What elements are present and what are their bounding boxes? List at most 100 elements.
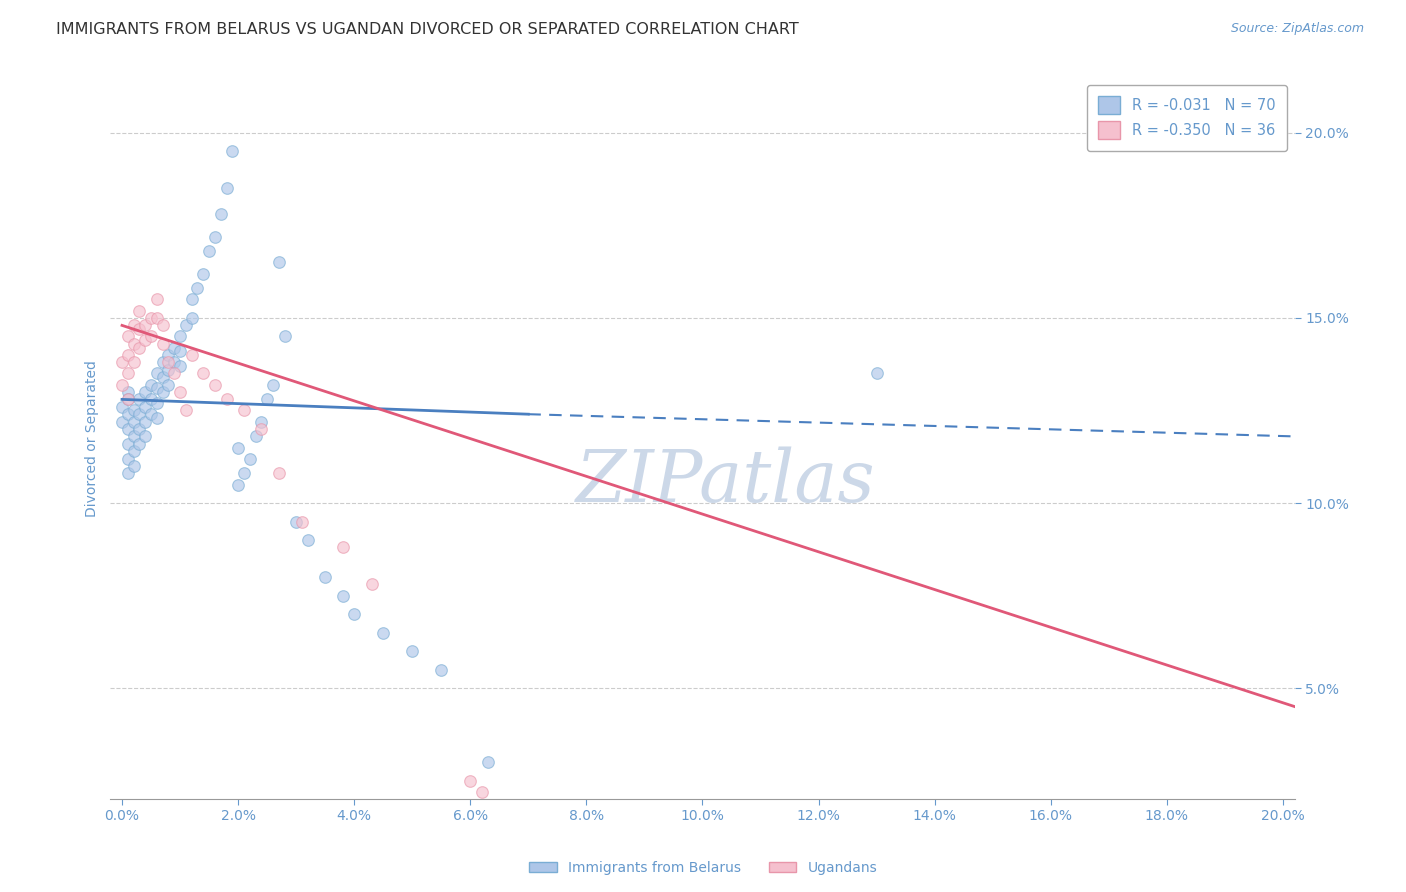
Point — [291, 515, 314, 529]
Point — [146, 396, 169, 410]
Point — [174, 318, 197, 333]
Legend: Immigrants from Belarus, Ugandans: Immigrants from Belarus, Ugandans — [523, 855, 883, 880]
Point — [152, 337, 174, 351]
Point — [111, 355, 134, 369]
Point — [180, 293, 202, 307]
Point — [174, 403, 197, 417]
Point — [373, 625, 395, 640]
Point — [163, 367, 186, 381]
Point — [122, 458, 145, 473]
Point — [332, 541, 354, 555]
Point — [204, 377, 226, 392]
Point — [157, 377, 180, 392]
Point — [134, 333, 156, 347]
Point — [157, 355, 180, 369]
Y-axis label: Divorced or Separated: Divorced or Separated — [86, 359, 100, 516]
Point — [232, 467, 254, 481]
Point — [139, 392, 162, 407]
Point — [128, 341, 150, 355]
Point — [152, 384, 174, 399]
Point — [122, 429, 145, 443]
Point — [314, 570, 336, 584]
Point — [139, 310, 162, 325]
Point — [139, 407, 162, 421]
Legend: R = -0.031   N = 70, R = -0.350   N = 36: R = -0.031 N = 70, R = -0.350 N = 36 — [1087, 85, 1288, 151]
Point — [180, 310, 202, 325]
Point — [117, 422, 139, 436]
Point — [245, 429, 267, 443]
Point — [360, 577, 382, 591]
Point — [128, 392, 150, 407]
Point — [146, 381, 169, 395]
Text: Source: ZipAtlas.com: Source: ZipAtlas.com — [1230, 22, 1364, 36]
Point — [146, 367, 169, 381]
Point — [117, 329, 139, 343]
Point — [204, 229, 226, 244]
Point — [239, 451, 262, 466]
Point — [139, 377, 162, 392]
Point — [458, 773, 481, 788]
Point — [117, 392, 139, 407]
Point — [332, 589, 354, 603]
Point — [117, 407, 139, 421]
Point — [157, 348, 180, 362]
Point — [180, 348, 202, 362]
Point — [267, 467, 290, 481]
Point — [134, 384, 156, 399]
Text: IMMIGRANTS FROM BELARUS VS UGANDAN DIVORCED OR SEPARATED CORRELATION CHART: IMMIGRANTS FROM BELARUS VS UGANDAN DIVOR… — [56, 22, 799, 37]
Point — [198, 244, 221, 259]
Point — [128, 437, 150, 451]
Point — [117, 392, 139, 407]
Point — [163, 355, 186, 369]
Point — [163, 341, 186, 355]
Point — [111, 400, 134, 414]
Point — [117, 384, 139, 399]
Point — [285, 515, 308, 529]
Point — [111, 377, 134, 392]
Point — [122, 337, 145, 351]
Point — [122, 318, 145, 333]
Point — [226, 441, 249, 455]
Point — [157, 363, 180, 377]
Point — [134, 415, 156, 429]
Point — [262, 377, 284, 392]
Point — [117, 367, 139, 381]
Point — [122, 403, 145, 417]
Point — [273, 329, 295, 343]
Point — [122, 355, 145, 369]
Point — [134, 429, 156, 443]
Point — [215, 181, 238, 195]
Text: ZIPatlas: ZIPatlas — [576, 446, 876, 516]
Point — [169, 359, 191, 373]
Point — [117, 348, 139, 362]
Point — [117, 451, 139, 466]
Point — [117, 467, 139, 481]
Point — [865, 367, 887, 381]
Point — [250, 415, 273, 429]
Point — [128, 422, 150, 436]
Point — [343, 607, 366, 621]
Point — [146, 293, 169, 307]
Point — [221, 145, 243, 159]
Point — [169, 344, 191, 359]
Point — [256, 392, 278, 407]
Point — [209, 207, 232, 221]
Point — [477, 755, 499, 769]
Point — [139, 329, 162, 343]
Point — [226, 477, 249, 491]
Point — [169, 384, 191, 399]
Point — [122, 444, 145, 458]
Point — [215, 392, 238, 407]
Point — [134, 400, 156, 414]
Point — [152, 370, 174, 384]
Point — [146, 310, 169, 325]
Point — [401, 644, 423, 658]
Point — [232, 403, 254, 417]
Point — [169, 329, 191, 343]
Point — [297, 533, 319, 547]
Point — [250, 422, 273, 436]
Point — [267, 255, 290, 269]
Point — [193, 367, 215, 381]
Point — [146, 410, 169, 425]
Point — [128, 303, 150, 318]
